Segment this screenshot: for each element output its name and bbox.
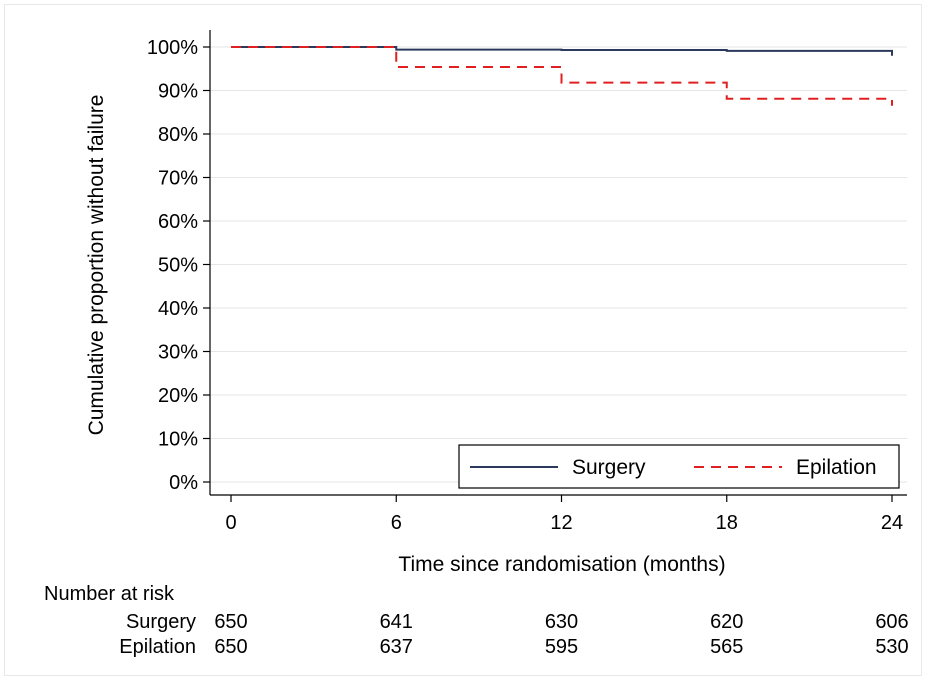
risk-count-epilation-24: 530 (875, 636, 908, 658)
x-tick-label-24: 24 (881, 512, 903, 534)
risk-count-epilation-0: 650 (214, 636, 247, 658)
legend-label-surgery: Surgery (572, 456, 646, 479)
axes (209, 30, 907, 496)
figure-frame (4, 4, 922, 676)
risk-row-label-surgery: Surgery (126, 611, 196, 633)
y-tick-label-80: 80% (158, 124, 198, 146)
y-tick-label-50: 50% (158, 255, 198, 277)
x-tick-label-0: 0 (225, 512, 236, 534)
y-tick-label-70: 70% (158, 168, 198, 190)
y-tick-label-30: 30% (158, 342, 198, 364)
y-tick-label-20: 20% (158, 385, 198, 407)
series-lines (231, 46, 893, 106)
number-at-risk-table: Number at risk Surgery 650 641 630 620 606 Epi… (44, 583, 909, 658)
y-tick-label-60: 60% (158, 211, 198, 233)
risk-count-surgery-18: 620 (710, 611, 743, 633)
x-tick-label-12: 12 (550, 512, 572, 534)
series-line-surgery (231, 46, 893, 56)
y-axis-ticks: 0% 10% 20% 30% 40% 50% 60% 70% 80% 90% 100% (147, 37, 210, 494)
risk-table-heading: Number at risk (44, 583, 175, 605)
y-tick-label-90: 90% (158, 81, 198, 103)
y-axis-title: Cumulative proportion without failure (85, 95, 108, 436)
x-tick-label-6: 6 (391, 512, 402, 534)
y-tick-label-0: 0% (169, 472, 198, 494)
grid-lines (210, 46, 907, 483)
legend: Surgery Epilation (458, 444, 900, 489)
risk-count-surgery-6: 641 (380, 611, 413, 633)
risk-count-epilation-6: 637 (380, 636, 413, 658)
risk-count-surgery-24: 606 (875, 611, 908, 633)
y-tick-label-10: 10% (158, 429, 198, 451)
x-axis-title: Time since randomisation (months) (398, 553, 725, 576)
risk-row-label-epilation: Epilation (119, 636, 196, 658)
x-tick-label-18: 18 (716, 512, 738, 534)
risk-count-surgery-0: 650 (214, 611, 247, 633)
risk-count-epilation-12: 595 (545, 636, 578, 658)
risk-count-surgery-12: 630 (545, 611, 578, 633)
y-tick-label-100: 100% (147, 37, 198, 59)
y-tick-label-40: 40% (158, 298, 198, 320)
legend-label-epilation: Epilation (796, 456, 877, 479)
x-axis-ticks: 0 6 12 18 24 (225, 495, 903, 534)
series-line-epilation (231, 46, 893, 106)
risk-count-epilation-18: 565 (710, 636, 743, 658)
